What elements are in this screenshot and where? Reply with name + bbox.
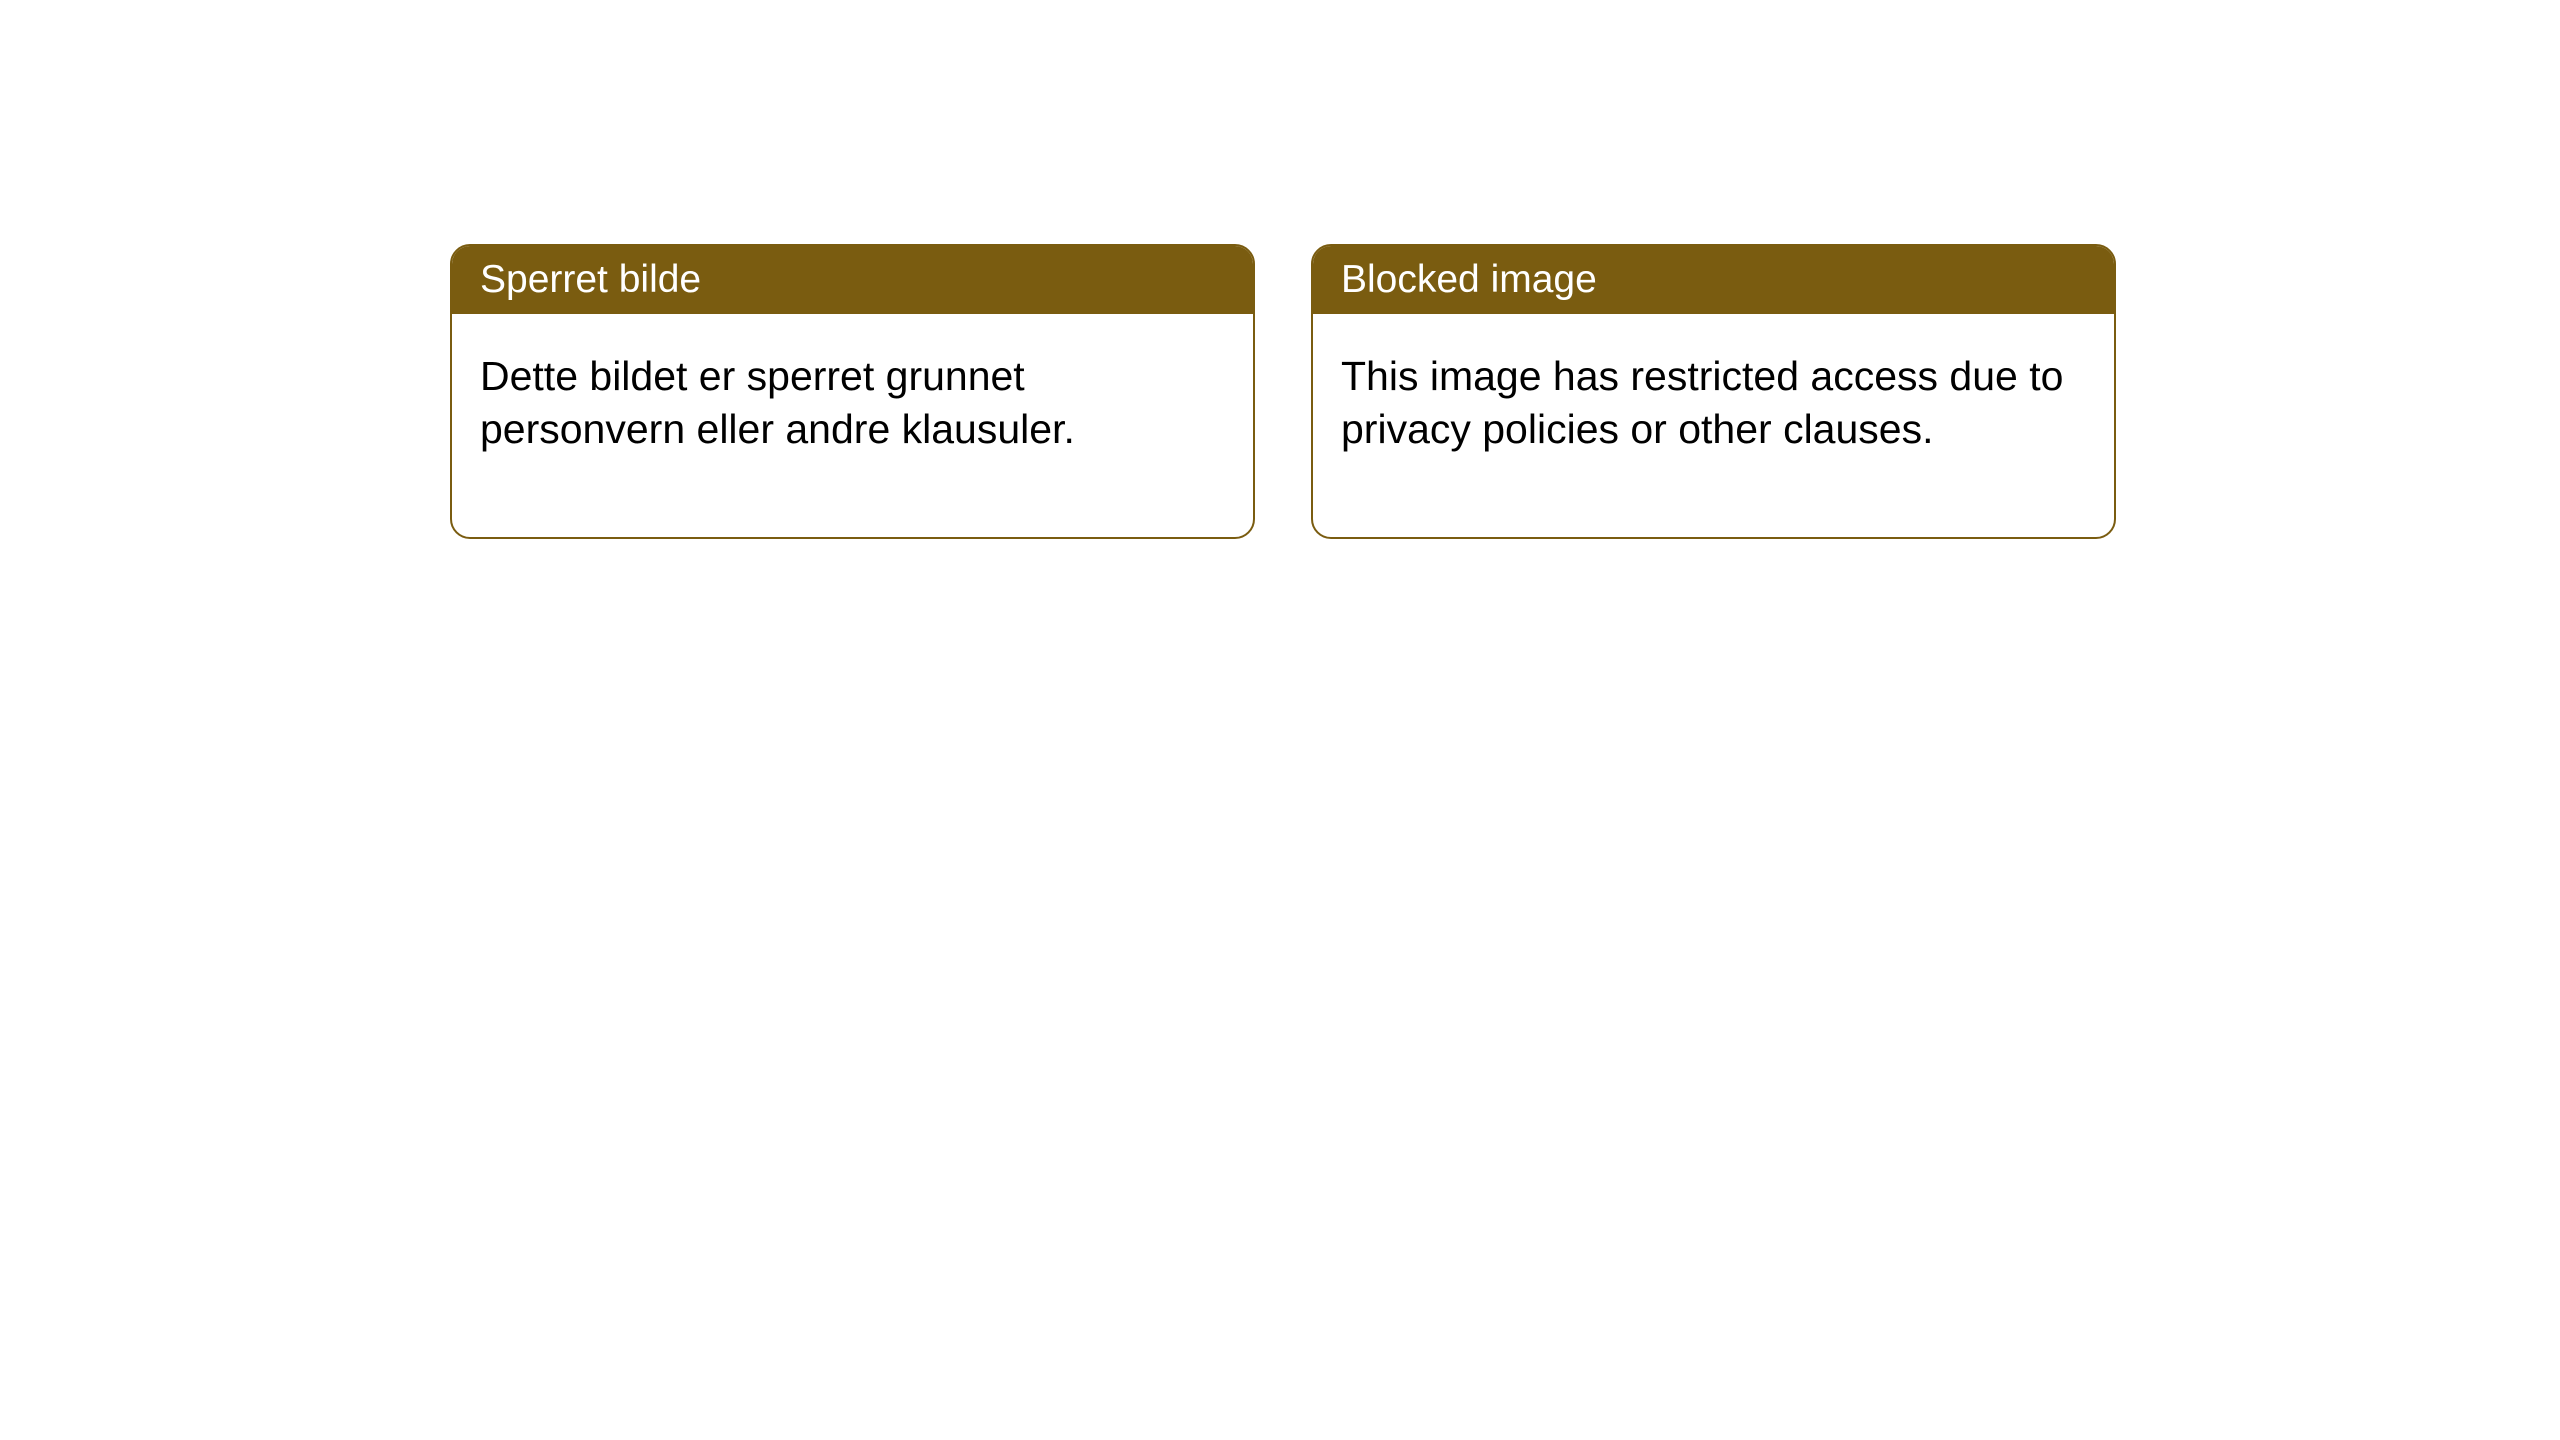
notice-card-english: Blocked image This image has restricted …	[1311, 244, 2116, 539]
notice-body-text: This image has restricted access due to …	[1341, 353, 2063, 452]
notice-body: Dette bildet er sperret grunnet personve…	[452, 314, 1253, 537]
notice-body-text: Dette bildet er sperret grunnet personve…	[480, 353, 1075, 452]
notice-card-norwegian: Sperret bilde Dette bildet er sperret gr…	[450, 244, 1255, 539]
notice-header: Sperret bilde	[452, 246, 1253, 314]
notice-container: Sperret bilde Dette bildet er sperret gr…	[450, 244, 2116, 539]
notice-body: This image has restricted access due to …	[1313, 314, 2114, 537]
notice-title: Sperret bilde	[480, 258, 701, 301]
notice-title: Blocked image	[1341, 258, 1597, 301]
notice-header: Blocked image	[1313, 246, 2114, 314]
